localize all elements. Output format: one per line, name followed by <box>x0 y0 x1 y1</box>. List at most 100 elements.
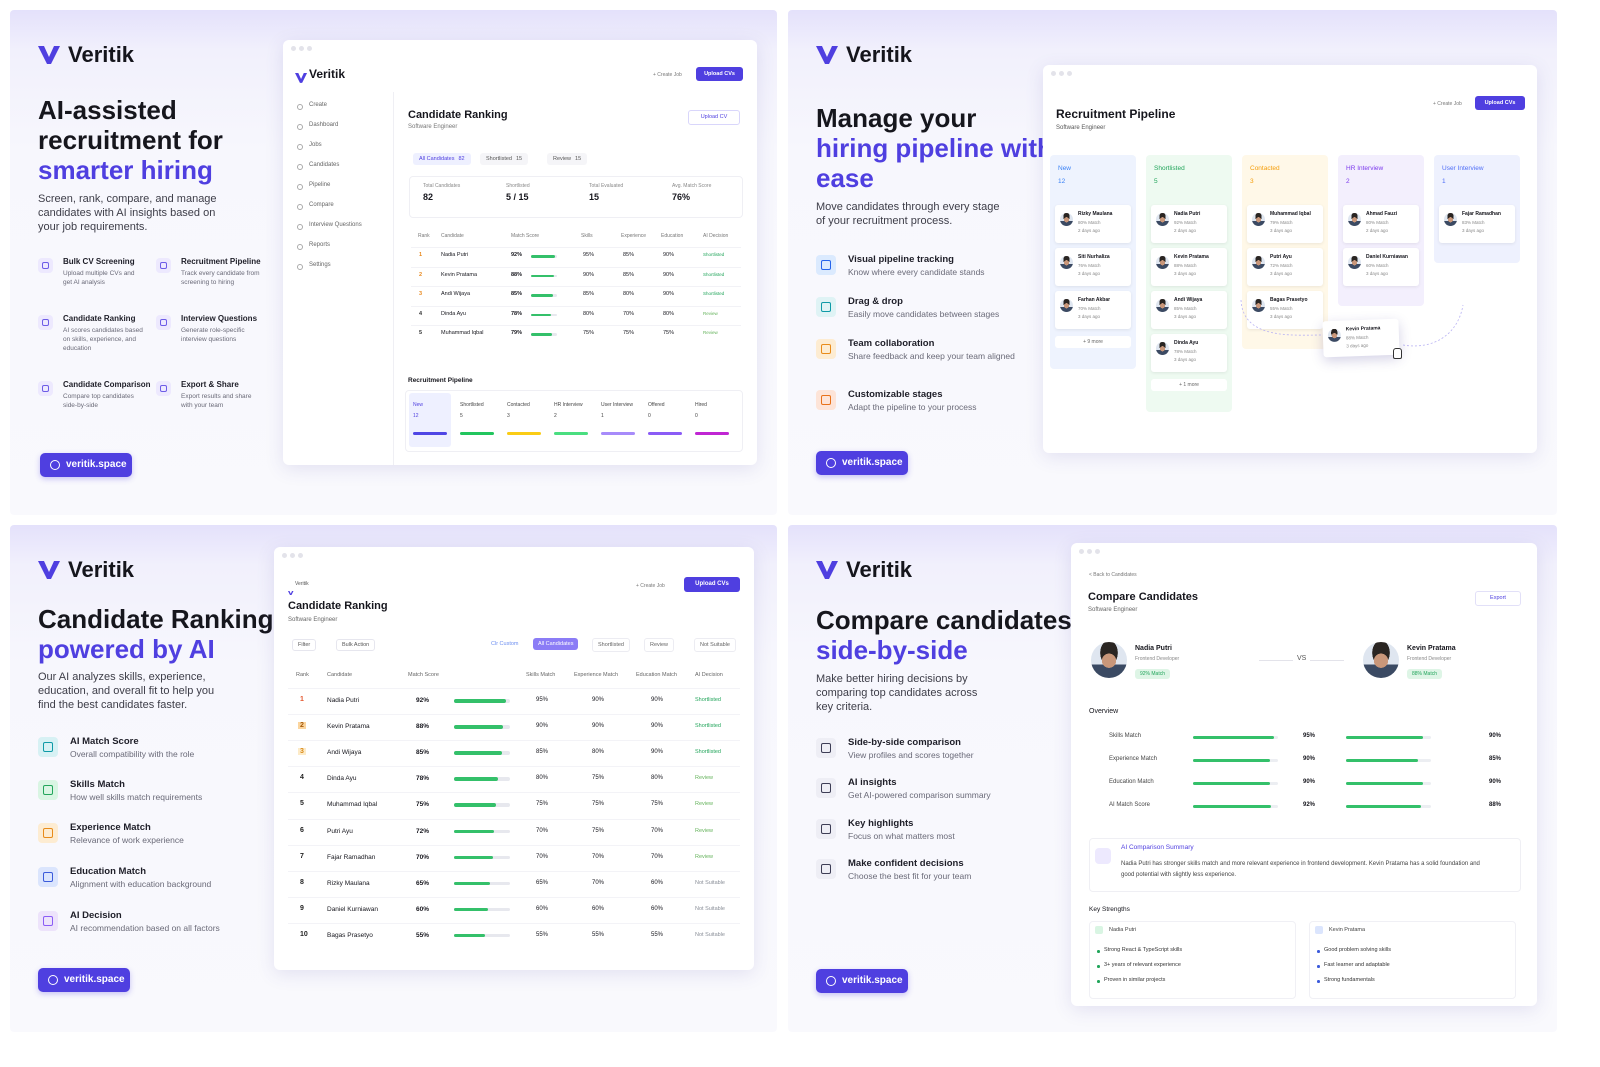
app-window: < Back to Candidates Compare Candidates So… <box>1071 543 1537 1006</box>
column-header: Match Score <box>408 672 439 678</box>
education: 60% <box>651 905 664 912</box>
feature-desc: AI scores candidates based on skills, ex… <box>63 327 143 352</box>
row-divider <box>411 286 741 287</box>
headline: AI-assisted recruitment for smarter hirin… <box>38 95 278 185</box>
avatar <box>1156 213 1169 226</box>
logo-shape <box>38 46 60 64</box>
primary-button: Upload CVs <box>684 577 740 592</box>
feature-glyph <box>159 318 168 327</box>
score-bar <box>1346 736 1423 739</box>
stage-name: Shortlisted <box>1154 165 1185 172</box>
stage-count: 2 <box>1346 178 1350 185</box>
decision: Not Suitable <box>695 879 725 886</box>
candidate-name: Andi Wijaya <box>327 749 362 757</box>
feature-icon <box>38 737 58 757</box>
section-title: Key Strengths <box>1089 906 1130 913</box>
match: 88% Match <box>1174 263 1197 268</box>
decision: Shortlisted <box>695 723 721 730</box>
avatar <box>1156 342 1169 355</box>
window-dot <box>1087 549 1092 554</box>
create-link: + Create Job <box>1433 101 1462 107</box>
page-title: Compare Candidates <box>1088 591 1199 603</box>
feature-glyph <box>159 261 168 270</box>
feature-glyph <box>821 743 831 753</box>
strength-item: Strong fundamentals <box>1324 977 1375 983</box>
candidate-name: Daniel Kurniawan <box>1366 254 1408 260</box>
metric-label: Experience Match <box>1109 756 1158 762</box>
panel: Veritik Manage your hiring pipeline with e… <box>788 10 1557 515</box>
decision: Review <box>695 853 714 860</box>
headline-highlight: smarter hiring <box>38 155 213 185</box>
rank: 5 <box>419 330 423 336</box>
stat-label: Shortlisted <box>506 183 530 189</box>
window-dot <box>1051 71 1056 76</box>
pipeline-active <box>409 393 451 447</box>
candidate-name: Andi Wijaya <box>1174 297 1203 303</box>
match: 70% Match <box>1078 306 1101 311</box>
match: 55% Match <box>1270 306 1293 311</box>
window-dot <box>291 46 296 51</box>
candidate-card: Kevin Pratama 88% Match 3 days ago <box>1151 248 1227 286</box>
score-bar <box>454 855 494 860</box>
time: 3 days ago <box>1346 342 1369 349</box>
rank: 10 <box>300 930 308 938</box>
more-button: + 9 more <box>1055 336 1131 348</box>
stage-bar <box>695 432 729 435</box>
window-dot <box>299 46 304 51</box>
skills: 75% <box>583 330 595 336</box>
time: 3 days ago <box>1078 271 1101 276</box>
feature-desc: Overall compatibility with the role <box>70 749 195 759</box>
filter-chip: All Candidates <box>533 638 579 650</box>
match-score: 79% <box>511 330 523 336</box>
stage-label: New <box>413 402 424 408</box>
feature-icon <box>816 819 836 839</box>
nav-icon <box>297 164 303 170</box>
skills: 80% <box>583 310 595 317</box>
bullet <box>1097 950 1100 953</box>
score-bar <box>1193 782 1270 785</box>
decision: Review <box>703 330 718 335</box>
brand: Veritik <box>68 557 135 582</box>
match: 72% Match <box>1270 263 1293 268</box>
feature-desc: Choose the best fit for your team <box>848 871 972 881</box>
education: 90% <box>651 749 664 756</box>
feature-desc: Alignment with education background <box>70 879 212 889</box>
link-button[interactable]: veritik.space <box>816 451 908 475</box>
page-subtitle: Software Engineer <box>408 124 458 130</box>
tab-count: 15 <box>516 156 523 162</box>
match-score: 85% <box>511 291 523 297</box>
strength-item: Good problem solving skills <box>1324 947 1391 953</box>
column-header: Candidate <box>327 672 353 678</box>
match-score: 70% <box>416 853 430 861</box>
row-divider <box>411 325 741 326</box>
link-button[interactable]: veritik.space <box>38 968 130 992</box>
score-bar <box>454 829 495 833</box>
column-header: Rank <box>418 233 430 239</box>
stage-label: Offered <box>648 402 665 408</box>
create-link: + Create Job <box>653 72 682 78</box>
experience: 80% <box>623 291 635 297</box>
avatar <box>1156 256 1169 269</box>
candidate-name: Muhammad Iqbal <box>1270 211 1311 217</box>
row-divider <box>288 792 740 794</box>
candidate-name: Bagas Prasetyo <box>327 931 373 939</box>
education: 90% <box>663 271 675 278</box>
nav-icon <box>297 204 303 210</box>
skills: 75% <box>536 801 549 808</box>
metric-label: Skills Match <box>1109 733 1142 739</box>
brand: Veritik <box>68 42 135 67</box>
candidate-name: Fajar Ramadhan <box>1462 211 1501 217</box>
match-score: 88% <box>511 271 523 278</box>
feature-desc: View profiles and scores together <box>848 750 974 760</box>
feature-title: Bulk CV Screening <box>63 257 135 266</box>
link-button[interactable]: veritik.space <box>40 453 132 477</box>
tab: Shortlisted 15 <box>480 153 529 165</box>
nav-item: Candidates <box>309 162 340 168</box>
link-text: veritik.space <box>842 457 903 468</box>
link-button[interactable]: veritik.space <box>816 969 908 993</box>
avatar <box>1060 299 1073 312</box>
row-divider <box>288 766 740 768</box>
candidate-card: Rizky Maulana 80% Match 2 days ago <box>1055 205 1131 243</box>
logo-shape <box>816 561 838 579</box>
